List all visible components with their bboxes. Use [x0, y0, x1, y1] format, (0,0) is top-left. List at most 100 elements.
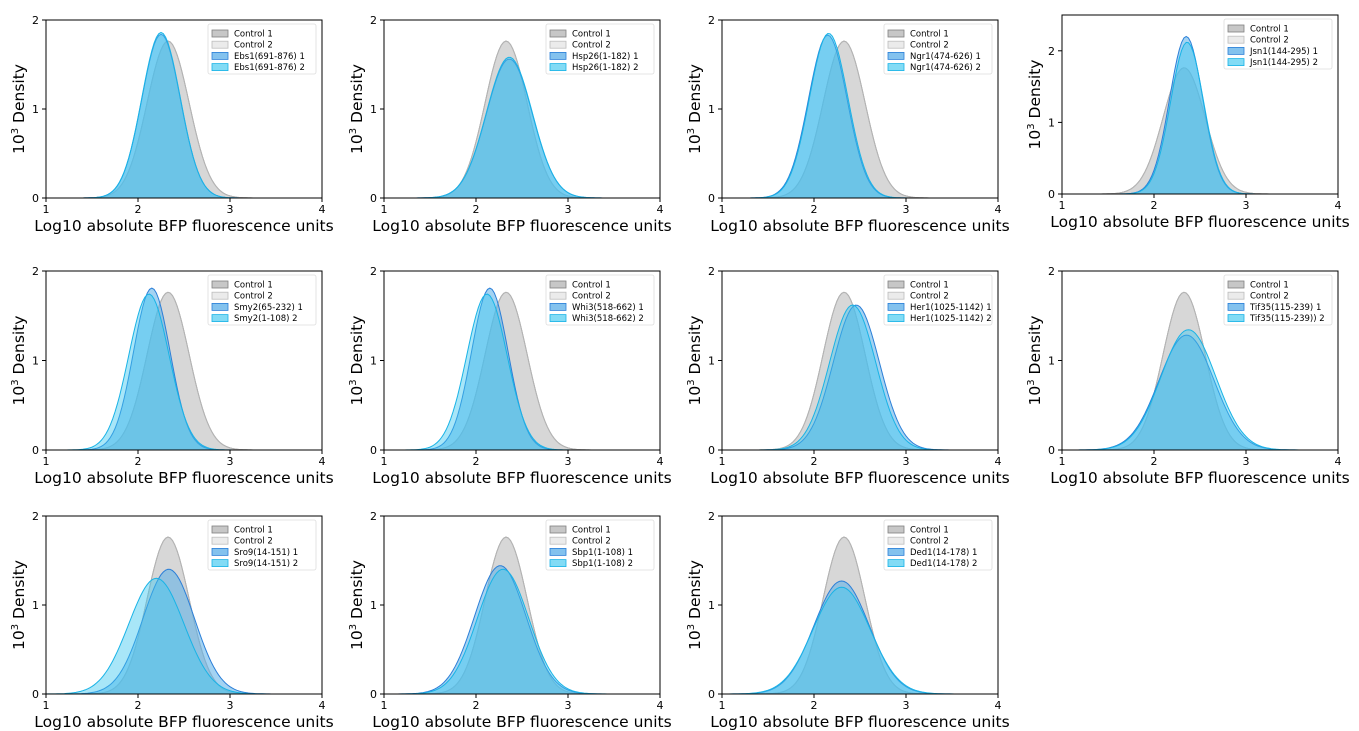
y-tick-label: 0: [708, 688, 715, 701]
x-tick-label: 3: [903, 203, 910, 216]
legend-entry: Whi3(518-662) 2: [572, 314, 644, 324]
legend-entry: Control 1: [572, 281, 611, 291]
legend-swatch: [887, 63, 905, 71]
legend-swatch: [211, 280, 229, 289]
legend-swatch: [549, 52, 567, 60]
x-tick-label: 1: [43, 699, 50, 712]
legend-entry: Tif35(115-239)) 2: [1249, 314, 1325, 324]
legend-swatch: [549, 548, 567, 556]
legend-swatch: [1227, 302, 1245, 311]
x-axis-label: Log10 absolute BFP fluorescence units: [34, 217, 333, 235]
x-axis-label: Log10 absolute BFP fluorescence units: [710, 217, 1009, 235]
x-tick-label: 1: [381, 203, 388, 216]
legend-swatch: [211, 291, 229, 300]
x-tick-label: 3: [565, 455, 572, 468]
legend-swatch: [211, 302, 229, 311]
legend-swatch: [549, 291, 567, 300]
x-tick-label: 1: [1059, 199, 1066, 212]
legend-swatch: [211, 52, 229, 60]
y-tick-label: 1: [708, 355, 715, 368]
x-tick-label: 2: [135, 455, 142, 468]
x-tick-label: 3: [227, 203, 234, 216]
legend-entry: Sbp1(1-108) 1: [572, 548, 633, 558]
x-tick-label: 4: [995, 455, 1002, 468]
x-axis-label: Log10 absolute BFP fluorescence units: [1050, 469, 1349, 487]
legend-entry: Control 2: [1250, 292, 1289, 302]
y-tick-label: 2: [32, 265, 39, 278]
x-tick-label: 3: [1243, 455, 1250, 468]
x-tick-label: 4: [657, 699, 664, 712]
legend-swatch: [549, 280, 567, 289]
y-tick-label: 0: [32, 192, 39, 205]
legend-entry: Jsn1(144-295) 1: [1249, 47, 1318, 57]
legend-entry: Ded1(14-178) 1: [910, 548, 977, 558]
x-axis-label: Log10 absolute BFP fluorescence units: [372, 713, 671, 731]
y-axis-label: 103 Density: [348, 64, 366, 154]
legend-entry: Control 1: [1250, 25, 1289, 35]
legend-swatch: [1227, 47, 1245, 55]
legend-swatch: [887, 548, 905, 556]
x-tick-label: 2: [473, 203, 480, 216]
legend-swatch: [211, 559, 229, 567]
legend-entry: Jsn1(144-295) 2: [1249, 58, 1318, 68]
legend-box: [545, 519, 655, 571]
legend-swatch: [549, 314, 567, 323]
legend-entry: Control 2: [910, 537, 949, 547]
legend-entry: Control 1: [910, 30, 949, 40]
legend-swatch: [1227, 35, 1245, 44]
legend-entry: Smy2(1-108) 2: [234, 314, 298, 324]
x-tick-label: 3: [903, 455, 910, 468]
legend-entry: Ebs1(691-876) 2: [234, 63, 305, 73]
y-tick-label: 0: [370, 444, 377, 457]
axes-frame: [1061, 14, 1339, 195]
legend-entry: Sbp1(1-108) 2: [572, 559, 633, 569]
y-tick-label: 1: [370, 103, 377, 116]
x-tick-label: 2: [135, 203, 142, 216]
y-tick-label: 1: [1048, 355, 1055, 368]
legend-swatch: [1227, 24, 1245, 33]
y-axis-label: 103 Density: [348, 560, 366, 650]
legend-box: [207, 274, 317, 326]
legend-swatch: [211, 29, 229, 38]
legend-swatch: [887, 559, 905, 567]
legend-swatch: [549, 302, 567, 311]
legend-entry: Ngr1(474-626) 2: [910, 63, 981, 73]
x-axis-label: Log10 absolute BFP fluorescence units: [372, 217, 671, 235]
legend-box: [1223, 18, 1333, 70]
legend-swatch: [211, 40, 229, 49]
x-tick-label: 3: [903, 699, 910, 712]
legend-swatch: [211, 314, 229, 323]
legend-swatch: [1227, 58, 1245, 66]
y-axis-label: 103 Density: [1026, 60, 1044, 150]
y-axis-label: 103 Density: [10, 316, 28, 406]
y-tick-label: 2: [370, 265, 377, 278]
legend-entry: Control 1: [1250, 281, 1289, 291]
legend-swatch: [887, 29, 905, 38]
x-axis-label: Log10 absolute BFP fluorescence units: [1050, 213, 1349, 231]
legend-entry: Whi3(518-662) 1: [572, 303, 644, 313]
x-tick-label: 3: [227, 455, 234, 468]
x-tick-label: 1: [719, 455, 726, 468]
y-tick-label: 1: [32, 599, 39, 612]
legend-swatch: [887, 40, 905, 49]
legend-entry: Control 1: [234, 281, 273, 291]
x-tick-label: 3: [227, 699, 234, 712]
x-tick-label: 4: [319, 699, 326, 712]
y-axis-label: 103 Density: [686, 560, 704, 650]
legend-swatch: [887, 291, 905, 300]
legend-box: [883, 274, 993, 326]
legend-entry: Control 2: [234, 292, 273, 302]
x-tick-label: 2: [811, 203, 818, 216]
legend-entry: Control 2: [572, 292, 611, 302]
legend-entry: Tif35(115-239) 1: [1249, 303, 1321, 313]
legend-entry: Control 1: [910, 526, 949, 536]
